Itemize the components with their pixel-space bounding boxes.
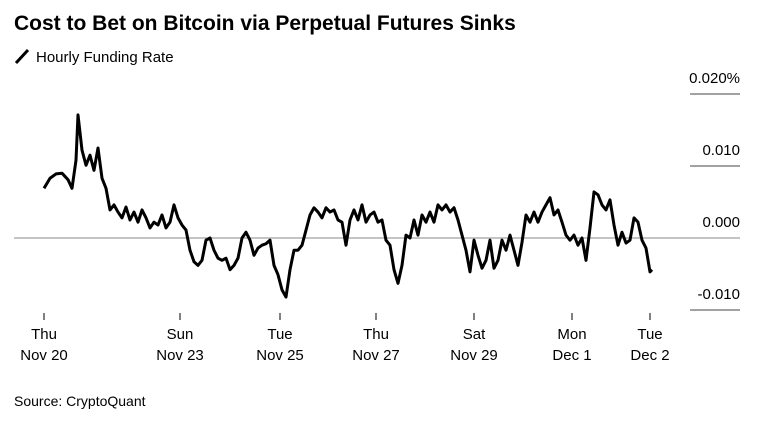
x-tick-label: Tue Nov 25 [256, 326, 304, 364]
source: Source: CryptoQuant [14, 393, 146, 409]
series-line [42, 113, 654, 299]
y-tick-label: 0.000 [702, 214, 740, 231]
chart-title: Cost to Bet on Bitcoin via Perpetual Fut… [14, 12, 516, 35]
y-tick-label: -0.010 [697, 286, 740, 303]
x-tick-label: Tue Dec 2 [630, 326, 670, 364]
x-tick-label: Mon Dec 1 [552, 326, 592, 364]
y-tick-label: 0.020% [689, 70, 740, 87]
y-tick-label: 0.010 [702, 142, 740, 159]
legend-swatch [14, 48, 30, 65]
x-tick-label: Sat Nov 29 [450, 326, 498, 364]
x-tick-label: Thu Nov 20 [20, 326, 68, 364]
x-tick-label: Sun Nov 23 [156, 326, 204, 364]
legend-label: Hourly Funding Rate [36, 49, 174, 66]
x-tick-label: Thu Nov 27 [352, 326, 400, 364]
